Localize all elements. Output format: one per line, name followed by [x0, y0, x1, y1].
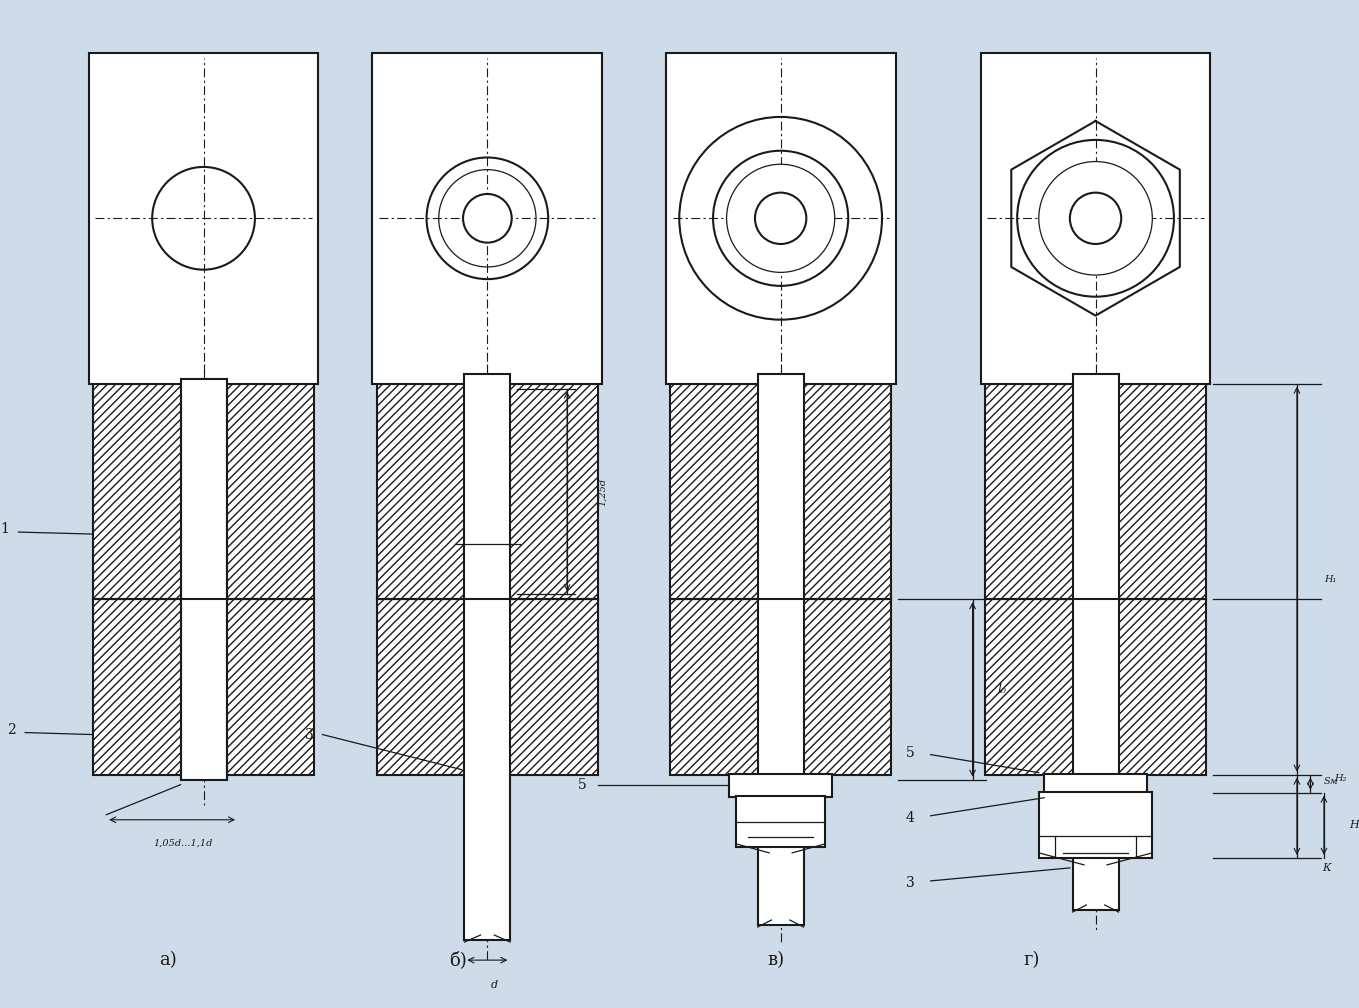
Bar	[465, 374, 511, 940]
Text: 5: 5	[906, 746, 915, 760]
Text: б): б)	[450, 952, 467, 969]
Bar	[670, 384, 892, 599]
Ellipse shape	[427, 157, 548, 279]
Bar	[666, 52, 896, 384]
Bar	[670, 599, 892, 775]
Ellipse shape	[152, 167, 255, 270]
Text: 1,25d: 1,25d	[598, 478, 606, 506]
Bar	[372, 52, 602, 384]
Text: H₁: H₁	[1325, 575, 1337, 584]
Bar	[92, 384, 314, 599]
Text: 1,05d...1,1d: 1,05d...1,1d	[154, 839, 213, 848]
Text: 3: 3	[906, 876, 915, 890]
Text: 2: 2	[7, 723, 16, 737]
Text: H: H	[1349, 821, 1359, 831]
Bar	[985, 599, 1207, 775]
Bar	[376, 599, 598, 775]
Ellipse shape	[439, 169, 535, 267]
Bar	[670, 599, 892, 775]
Ellipse shape	[1070, 193, 1121, 244]
Bar	[730, 774, 832, 796]
Text: Sм: Sм	[1324, 777, 1339, 786]
Bar	[92, 599, 314, 775]
Text: 3: 3	[304, 728, 314, 742]
Bar	[1072, 374, 1118, 910]
Text: в): в)	[766, 952, 784, 969]
Bar	[737, 795, 825, 847]
Bar	[92, 384, 314, 599]
Ellipse shape	[463, 194, 512, 243]
Ellipse shape	[1038, 161, 1152, 275]
Text: 1: 1	[0, 522, 10, 536]
Text: 4: 4	[906, 810, 915, 825]
Bar	[985, 384, 1207, 599]
Bar	[670, 384, 892, 599]
Bar	[985, 599, 1207, 775]
Bar	[670, 599, 892, 775]
Bar	[92, 599, 314, 775]
Text: К: К	[1322, 863, 1330, 873]
Bar	[88, 52, 318, 384]
Bar	[985, 384, 1207, 599]
Text: l₀: l₀	[998, 683, 1007, 696]
Bar	[376, 599, 598, 775]
Bar	[985, 599, 1207, 775]
Bar	[92, 599, 314, 775]
Ellipse shape	[727, 164, 834, 272]
Ellipse shape	[713, 151, 848, 286]
Bar	[1044, 774, 1147, 792]
Text: г): г)	[1023, 952, 1040, 969]
Text: d: d	[491, 980, 497, 990]
Bar	[758, 374, 803, 925]
Ellipse shape	[756, 193, 806, 244]
Bar	[376, 599, 598, 775]
Ellipse shape	[680, 117, 882, 320]
Text: а): а)	[159, 952, 177, 969]
Text: H₂: H₂	[1335, 774, 1347, 783]
Bar	[1038, 791, 1152, 858]
Ellipse shape	[1017, 140, 1174, 296]
Bar	[670, 384, 892, 599]
Bar	[376, 384, 598, 599]
Bar	[92, 384, 314, 599]
Bar	[985, 384, 1207, 599]
Bar	[981, 52, 1211, 384]
Bar	[376, 384, 598, 599]
Bar	[181, 379, 227, 779]
Bar	[376, 384, 598, 599]
Text: 5: 5	[578, 778, 586, 791]
